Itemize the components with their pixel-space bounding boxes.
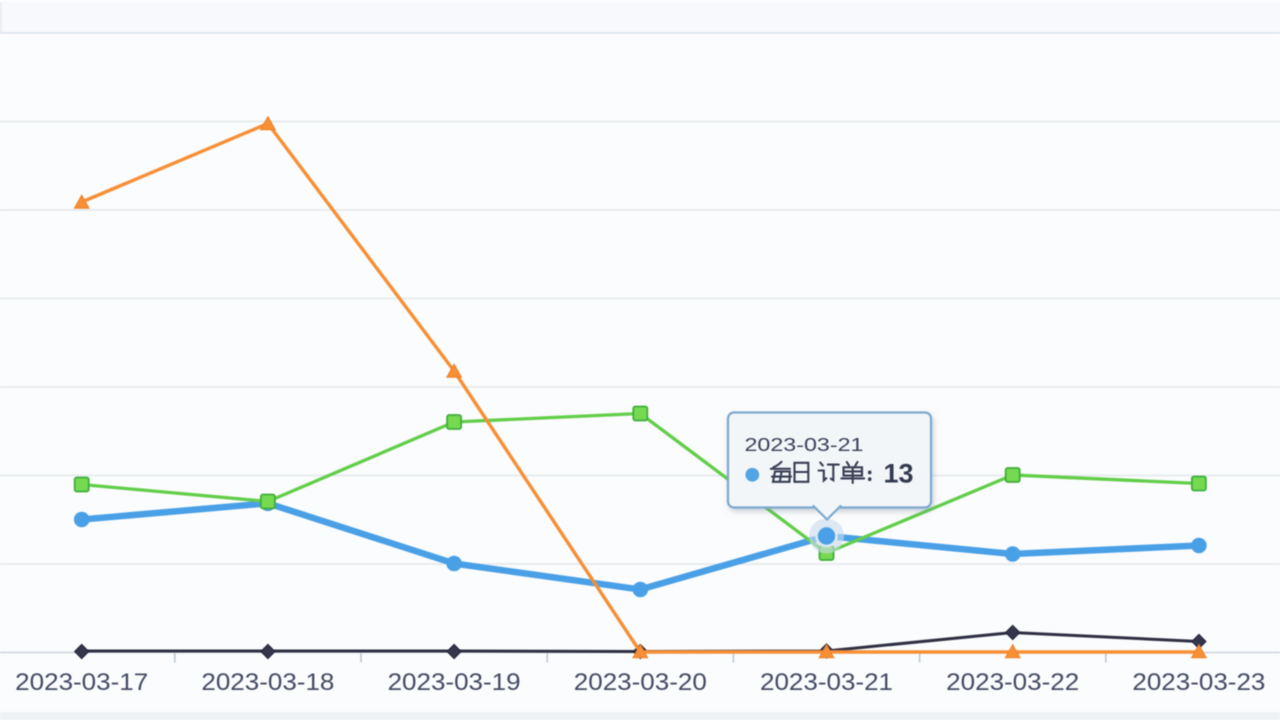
svg-text:2023-03-17: 2023-03-17 <box>15 669 148 696</box>
svg-text:13: 13 <box>884 459 914 489</box>
svg-text:2023-03-21: 2023-03-21 <box>745 434 864 455</box>
svg-text:2023-03-23: 2023-03-23 <box>1132 669 1265 696</box>
svg-text:2023-03-19: 2023-03-19 <box>388 669 521 696</box>
svg-text:2023-03-20: 2023-03-20 <box>574 669 707 696</box>
svg-text:2023-03-18: 2023-03-18 <box>201 669 334 696</box>
svg-text:2023-03-22: 2023-03-22 <box>946 669 1079 696</box>
svg-text:2023-03-21: 2023-03-21 <box>760 669 893 696</box>
